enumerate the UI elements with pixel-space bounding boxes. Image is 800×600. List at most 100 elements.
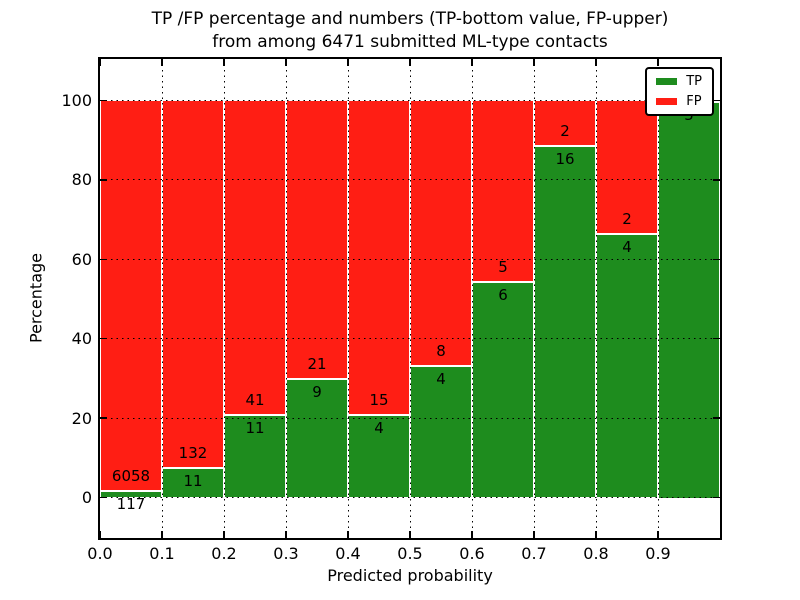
y-tick-label: 60: [71, 249, 92, 269]
y-axis-tick-mark-right: [713, 99, 720, 102]
x-axis-tick-mark-top: [595, 59, 597, 66]
chart-title: TP /FP percentage and numbers (TP-bottom…: [100, 8, 720, 54]
fp-bar-segment: [535, 100, 595, 145]
x-axis-tick-mark: [99, 531, 101, 538]
tp-bar-segment: [349, 413, 409, 498]
gridline-horizontal: [100, 100, 720, 101]
gridline-vertical: [657, 59, 659, 538]
tp-bar-segment: [163, 466, 223, 498]
x-axis-tick-mark: [533, 531, 535, 538]
gridline-horizontal: [100, 338, 720, 340]
x-tick-label: 0.8: [583, 544, 609, 563]
x-axis-tick-mark: [285, 531, 287, 538]
legend-label: TP: [686, 74, 702, 89]
x-tick-label: 0.3: [273, 544, 299, 563]
x-axis-tick-mark: [595, 531, 597, 538]
y-axis-tick-mark-right: [713, 496, 720, 499]
x-axis-tick-mark: [409, 531, 411, 538]
y-axis-tick-mark: [100, 337, 107, 340]
x-tick-label: 0.0: [87, 544, 113, 563]
x-tick-label: 0.4: [335, 544, 361, 563]
bar-fp-count-label: 5: [498, 257, 508, 276]
gridline-horizontal: [100, 258, 720, 260]
bar-tp-count-label: 4: [622, 237, 632, 256]
gridline-vertical: [533, 59, 535, 538]
legend-label: FP: [686, 94, 702, 109]
bar-tp-count-label: 11: [183, 471, 203, 490]
tp-bar-segment: [411, 365, 471, 498]
x-tick-label: 0.7: [521, 544, 547, 563]
y-axis-tick-mark-right: [713, 258, 720, 261]
y-tick-label: 0: [81, 488, 92, 507]
gridline-horizontal: [100, 179, 720, 181]
fp-bar-segment: [287, 100, 347, 379]
x-axis-tick-mark-top: [99, 59, 101, 66]
tp-bar-segment: [535, 144, 595, 498]
chart-title-line1: TP /FP percentage and numbers (TP-bottom…: [151, 9, 669, 29]
y-axis-tick-mark: [100, 258, 107, 261]
x-axis-tick-mark: [223, 531, 225, 538]
x-axis-tick-mark: [161, 531, 163, 538]
y-axis-tick-mark-right: [713, 337, 720, 340]
tp-bar-segment: [659, 100, 719, 498]
legend-row: FP: [656, 95, 702, 108]
bar-fp-count-label: 15: [369, 390, 389, 409]
x-axis-tick-mark-top: [347, 59, 349, 66]
legend-row: TP: [656, 75, 702, 88]
bar-fp-count-label: 6058: [111, 466, 151, 485]
plot-area: 60581171321141112191548456216245TPFP: [99, 59, 720, 538]
x-axis-tick-mark: [347, 531, 349, 538]
fp-bar-segment: [163, 100, 223, 467]
bar-fp-count-label: 8: [436, 342, 446, 361]
bar-fp-count-label: 2: [622, 209, 632, 228]
x-tick-label: 0.6: [459, 544, 485, 563]
bar-tp-count-label: 117: [116, 494, 146, 513]
gridline-vertical: [595, 59, 597, 538]
bar-tp-count-label: 4: [436, 370, 446, 389]
y-axis-tick-mark: [100, 99, 107, 102]
gridline-vertical: [285, 59, 287, 538]
y-axis-tick-mark: [100, 179, 107, 181]
bar-fp-count-label: 41: [245, 390, 265, 409]
fp-legend-swatch: [656, 98, 678, 105]
y-axis-tick-mark: [100, 417, 107, 419]
gridline-horizontal: [100, 497, 720, 498]
y-axis-tick-mark-right: [713, 417, 720, 419]
y-tick-label: 80: [71, 170, 92, 190]
bar-fp-count-label: 2: [560, 121, 570, 140]
y-axis-tick-mark: [100, 496, 107, 499]
tp-legend-swatch: [656, 78, 678, 85]
fp-bar-segment: [473, 100, 533, 281]
legend: TP FP: [645, 67, 714, 116]
fp-bar-segment: [597, 100, 657, 233]
x-axis-tick-mark-top: [285, 59, 287, 66]
bar-fp-count-label: 132: [178, 443, 208, 462]
bar-tp-count-label: 6: [498, 285, 508, 304]
tp-bar-segment: [597, 232, 657, 498]
y-tick-label: 100: [61, 91, 92, 110]
x-axis-tick-mark: [657, 531, 659, 538]
x-axis-tick-mark-top: [161, 59, 163, 66]
gridline-vertical: [347, 59, 349, 538]
x-tick-label: 0.1: [149, 544, 175, 563]
chart-title-line2: from among 6471 submitted ML-type contac…: [212, 32, 608, 52]
fp-bar-segment: [411, 100, 471, 366]
x-axis-tick-mark-top: [409, 59, 411, 66]
gridline-horizontal: [100, 417, 720, 419]
y-axis-tick-mark-right: [713, 179, 720, 181]
tp-bar-segment: [473, 280, 533, 498]
x-axis-tick-mark-top: [657, 59, 659, 66]
tp-bar-segment: [225, 413, 285, 498]
gridline-vertical: [471, 59, 473, 538]
x-axis-tick-mark-top: [471, 59, 473, 66]
x-axis-tick-mark-top: [533, 59, 535, 66]
fp-bar-segment: [101, 100, 161, 490]
tp-bar-segment: [287, 378, 347, 498]
bar-tp-count-label: 4: [374, 418, 384, 437]
y-tick-label: 40: [71, 329, 92, 349]
x-tick-label: 0.5: [397, 544, 423, 563]
gridline-vertical: [161, 59, 163, 538]
x-axis-label: Predicted probability: [327, 566, 493, 585]
y-tick-label: 20: [71, 408, 92, 428]
